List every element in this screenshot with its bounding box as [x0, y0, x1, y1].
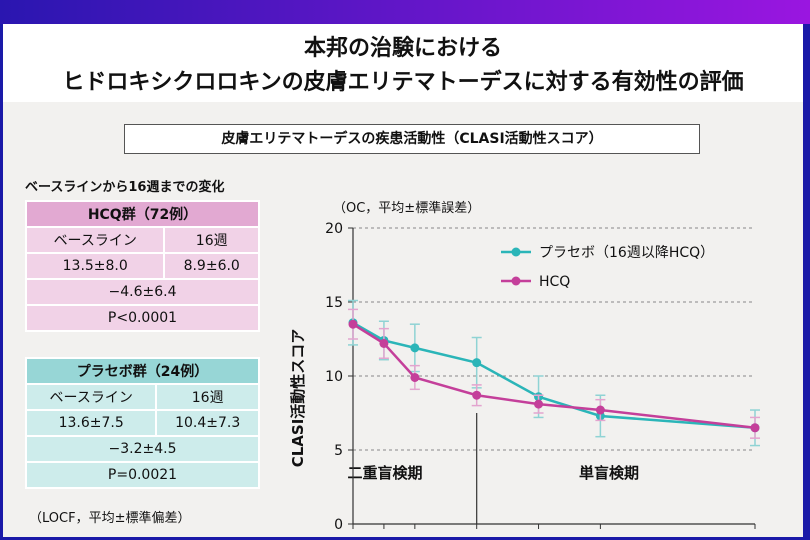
y-tick-label-2: 10 — [325, 369, 343, 385]
legend-hcq-marker — [511, 276, 521, 286]
placebo-col-week16: 16週 — [155, 383, 260, 411]
single-blind-period-label: 単盲検期 — [579, 464, 639, 482]
legend-placebo-label: プラセボ（16週以降HCQ） — [539, 245, 714, 261]
top-color-band — [0, 0, 810, 24]
locf-note: （LOCF，平均±標準偏差） — [29, 511, 191, 526]
hcq-table-header: HCQ群（72例） — [25, 200, 260, 228]
placebo-col-baseline: ベースライン — [24, 383, 158, 411]
hcq-week16-value: 8.9±6.0 — [163, 252, 260, 280]
placebo-p-value: P=0.0021 — [25, 461, 260, 489]
placebo-table: プラセボ群（24例） ベースライン 16週 13.6±7.5 10.4±7.3 … — [24, 357, 260, 489]
hcq-point-0 — [348, 319, 358, 329]
title-area: 本邦の治験における ヒドロキシクロロキンの皮膚エリテマトーデスに対する有効性の評… — [3, 24, 803, 102]
hcq-change-value: −4.6±6.4 — [25, 278, 260, 306]
hcq-baseline-value: 13.5±8.0 — [24, 252, 166, 280]
y-axis-label: CLASI活動性スコア — [289, 329, 307, 468]
y-tick-label-4: 20 — [325, 221, 343, 237]
hcq-table: HCQ群（72例） ベースライン 16週 13.5±8.0 8.9±6.0 −4… — [24, 200, 260, 332]
hcq-point-5 — [595, 405, 605, 415]
hcq-point-6 — [750, 423, 760, 433]
chart-subtitle-box: 皮膚エリテマトーデスの疾患活動性（CLASI活動性スコア） — [124, 124, 700, 154]
hcq-point-2 — [410, 372, 420, 382]
chart-note: （OC，平均±標準誤差） — [333, 200, 480, 216]
placebo-week16-value: 10.4±7.3 — [155, 409, 260, 437]
clasi-line-chart: （OC，平均±標準誤差） CLASI活動性スコア 二重盲検期 単盲検期 0 5 10… — [289, 200, 760, 533]
hcq-col-baseline: ベースライン — [24, 226, 166, 254]
placebo-baseline-value: 13.6±7.5 — [24, 409, 158, 437]
table-caption: ベースラインから16週までの変化 — [25, 180, 225, 195]
placebo-change-value: −3.2±4.5 — [25, 435, 260, 463]
slide-panel: 本邦の治験における ヒドロキシクロロキンの皮膚エリテマトーデスに対する有効性の評… — [3, 24, 803, 537]
y-tick-label-0: 0 — [334, 517, 343, 533]
legend-placebo-marker — [511, 247, 521, 257]
hcq-p-value: P<0.0001 — [25, 304, 260, 332]
y-tick-label-3: 15 — [325, 295, 343, 311]
title-line-2: ヒドロキシクロロキンの皮膚エリテマトーデスに対する有効性の評価 — [62, 70, 744, 95]
placebo-table-header: プラセボ群（24例） — [25, 357, 260, 385]
legend-hcq-label: HCQ — [539, 274, 570, 290]
hcq-point-3 — [472, 390, 482, 400]
blind-period-label: 二重盲検期 — [347, 464, 422, 482]
hcq-col-week16: 16週 — [163, 226, 260, 254]
placebo-point-3 — [472, 358, 482, 368]
title-line-1: 本邦の治験における — [303, 36, 502, 61]
y-tick-label-1: 5 — [334, 443, 343, 459]
placebo-point-2 — [410, 343, 420, 353]
hcq-point-4 — [534, 399, 544, 409]
hcq-point-1 — [379, 338, 389, 348]
